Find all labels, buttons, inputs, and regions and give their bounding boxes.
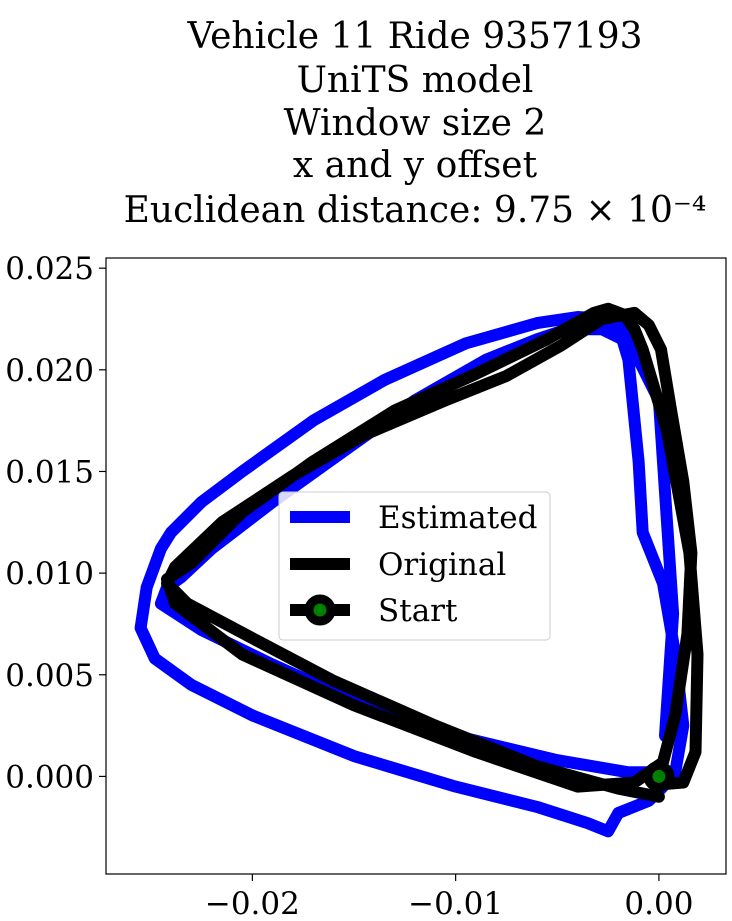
y-axis: 0.000 0.005 0.010 0.015 0.020 0.025 — [5, 251, 106, 795]
y-tick-label: 0.000 — [5, 759, 94, 795]
legend-label-original: Original — [378, 547, 506, 583]
title-line-2: Window size 2 — [284, 103, 547, 144]
y-tick-label: 0.025 — [5, 251, 94, 287]
title-line-0: Vehicle 11 Ride 9357193 — [186, 16, 642, 57]
title-line-1: UniTS model — [297, 60, 534, 101]
legend-label-estimated: Estimated — [378, 500, 537, 536]
start-marker — [643, 760, 675, 792]
legend: Estimated Original Start — [278, 491, 551, 641]
y-tick-label: 0.010 — [5, 556, 94, 592]
x-tick-label: −0.01 — [408, 886, 503, 921]
y-tick-label: 0.005 — [5, 658, 94, 694]
legend-start-marker — [304, 594, 336, 626]
y-tick-label: 0.020 — [5, 353, 94, 389]
title-line-4: Euclidean distance: 9.75 × 10⁻⁴ — [124, 190, 707, 231]
x-tick-label: 0.00 — [624, 886, 693, 921]
legend-label-start: Start — [378, 593, 458, 629]
x-axis: −0.02 −0.01 0.00 — [205, 874, 693, 921]
x-tick-label: −0.02 — [205, 886, 300, 921]
title-line-3: x and y offset — [293, 145, 538, 186]
y-tick-label: 0.015 — [5, 454, 94, 490]
legend-box — [278, 491, 551, 641]
plot-frame — [105, 257, 727, 875]
series-group — [134, 302, 704, 838]
